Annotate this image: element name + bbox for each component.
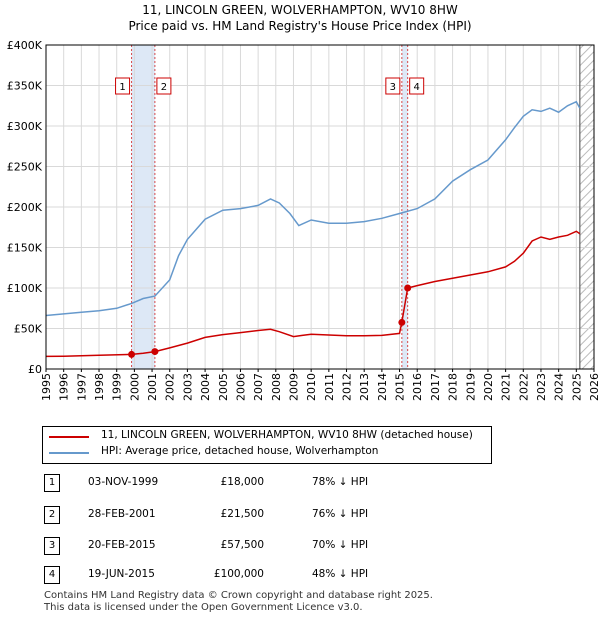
transaction-date: 03-NOV-1999 bbox=[88, 476, 159, 488]
table-row: 4 19-JUN-2015 £100,000 48% ↓ HPI bbox=[44, 566, 384, 584]
marker-label: 3 bbox=[390, 82, 396, 93]
y-tick-label: £50K bbox=[14, 323, 43, 336]
chart-title: 11, LINCOLN GREEN, WOLVERHAMPTON, WV10 8… bbox=[142, 3, 458, 17]
x-tick-label: 2005 bbox=[217, 373, 230, 401]
x-tick-label: 2023 bbox=[535, 373, 548, 401]
transaction-hpi: 78% ↓ HPI bbox=[312, 476, 369, 488]
legend-label-hpi: HPI: Average price, detached house, Wolv… bbox=[101, 445, 379, 457]
x-tick-label: 2017 bbox=[429, 373, 442, 401]
table-row: 1 03-NOV-1999 £18,000 78% ↓ HPI bbox=[44, 474, 384, 492]
x-tick-label: 2007 bbox=[252, 373, 265, 401]
hpi-swatch bbox=[49, 452, 89, 454]
marker-label-box bbox=[385, 77, 401, 95]
x-tick-label: 2024 bbox=[553, 373, 566, 401]
x-tick-label: 2010 bbox=[305, 373, 318, 401]
x-tick-label: 2006 bbox=[234, 373, 247, 401]
y-tick-label: £200K bbox=[7, 201, 43, 214]
marker-label: 2 bbox=[161, 82, 167, 93]
x-tick-label: 1995 bbox=[40, 373, 53, 401]
y-tick-label: £250K bbox=[7, 161, 43, 174]
y-tick-label: £400K bbox=[7, 39, 43, 52]
transaction-number: 1 bbox=[44, 474, 60, 492]
x-tick-label: 2025 bbox=[570, 373, 583, 401]
transaction-price: £57,500 bbox=[220, 539, 264, 551]
x-tick-label: 2022 bbox=[517, 373, 530, 401]
transaction-number: 2 bbox=[44, 506, 60, 524]
x-tick-label: 2016 bbox=[411, 373, 424, 401]
x-tick-label: 2015 bbox=[394, 373, 407, 401]
transaction-marker bbox=[404, 284, 412, 292]
x-tick-label: 2011 bbox=[323, 373, 336, 401]
transaction-marker bbox=[398, 318, 406, 326]
x-tick-label: 2021 bbox=[500, 373, 513, 401]
marker-label: 1 bbox=[119, 82, 125, 93]
transaction-price: £21,500 bbox=[220, 508, 264, 520]
y-tick-label: £150K bbox=[7, 242, 43, 255]
marker-label: 4 bbox=[413, 82, 419, 93]
legend: 11, LINCOLN GREEN, WOLVERHAMPTON, WV10 8… bbox=[42, 426, 492, 464]
transaction-price: £100,000 bbox=[213, 568, 264, 580]
x-tick-label: 2019 bbox=[464, 373, 477, 401]
y-tick-label: £0 bbox=[28, 363, 42, 376]
x-tick-label: 2013 bbox=[358, 373, 371, 401]
transaction-date: 19-JUN-2015 bbox=[88, 568, 155, 580]
x-tick-label: 2002 bbox=[164, 373, 177, 401]
x-tick-label: 2000 bbox=[128, 373, 141, 401]
price-paid-line bbox=[45, 230, 581, 358]
transaction-hpi: 70% ↓ HPI bbox=[312, 539, 369, 551]
x-tick-label: 1998 bbox=[93, 373, 106, 401]
axes-frame bbox=[45, 44, 595, 370]
transaction-number: 3 bbox=[44, 537, 60, 555]
x-tick-label: 2018 bbox=[447, 373, 460, 401]
x-tick-label: 2026 bbox=[588, 373, 600, 401]
x-tick-label: 2001 bbox=[146, 373, 159, 401]
transaction-marker bbox=[151, 348, 159, 356]
x-tick-label: 1997 bbox=[75, 373, 88, 401]
transaction-hpi: 48% ↓ HPI bbox=[312, 568, 369, 580]
transaction-price: £18,000 bbox=[220, 476, 264, 488]
transaction-marker bbox=[128, 350, 136, 358]
y-tick-label: £100K bbox=[7, 282, 43, 295]
x-tick-label: 2004 bbox=[199, 373, 212, 401]
y-tick-label: £300K bbox=[7, 120, 43, 133]
marker-label-box bbox=[156, 77, 172, 95]
x-tick-label: 1996 bbox=[58, 373, 71, 401]
transaction-date: 20-FEB-2015 bbox=[88, 539, 156, 551]
marker-label-box bbox=[409, 77, 425, 95]
transaction-date: 28-FEB-2001 bbox=[88, 508, 156, 520]
hpi-line bbox=[45, 100, 581, 317]
x-tick-label: 2008 bbox=[270, 373, 283, 401]
y-tick-label: £350K bbox=[7, 80, 43, 93]
marker-label-box bbox=[115, 77, 131, 95]
x-tick-label: 2003 bbox=[181, 373, 194, 401]
chart-subtitle: Price paid vs. HM Land Registry's House … bbox=[128, 19, 472, 33]
x-tick-label: 2009 bbox=[287, 373, 300, 401]
x-tick-label: 2020 bbox=[482, 373, 495, 401]
legend-label-price-paid: 11, LINCOLN GREEN, WOLVERHAMPTON, WV10 8… bbox=[101, 429, 473, 441]
table-row: 2 28-FEB-2001 £21,500 76% ↓ HPI bbox=[44, 506, 384, 524]
transaction-hpi: 76% ↓ HPI bbox=[312, 508, 369, 520]
table-row: 3 20-FEB-2015 £57,500 70% ↓ HPI bbox=[44, 537, 384, 555]
footer-copyright: Contains HM Land Registry data © Crown c… bbox=[44, 590, 433, 601]
transaction-number: 4 bbox=[44, 566, 60, 584]
price-paid-swatch bbox=[49, 436, 89, 438]
x-tick-label: 1999 bbox=[111, 373, 124, 401]
x-tick-label: 2014 bbox=[376, 373, 389, 401]
x-tick-label: 2012 bbox=[341, 373, 354, 401]
price-chart: 1 2 3 4 £0 £50K £100K £150K £200K £250K £300K £350K… bbox=[7, 39, 600, 401]
footer-licence: This data is licensed under the Open Gov… bbox=[44, 602, 363, 613]
